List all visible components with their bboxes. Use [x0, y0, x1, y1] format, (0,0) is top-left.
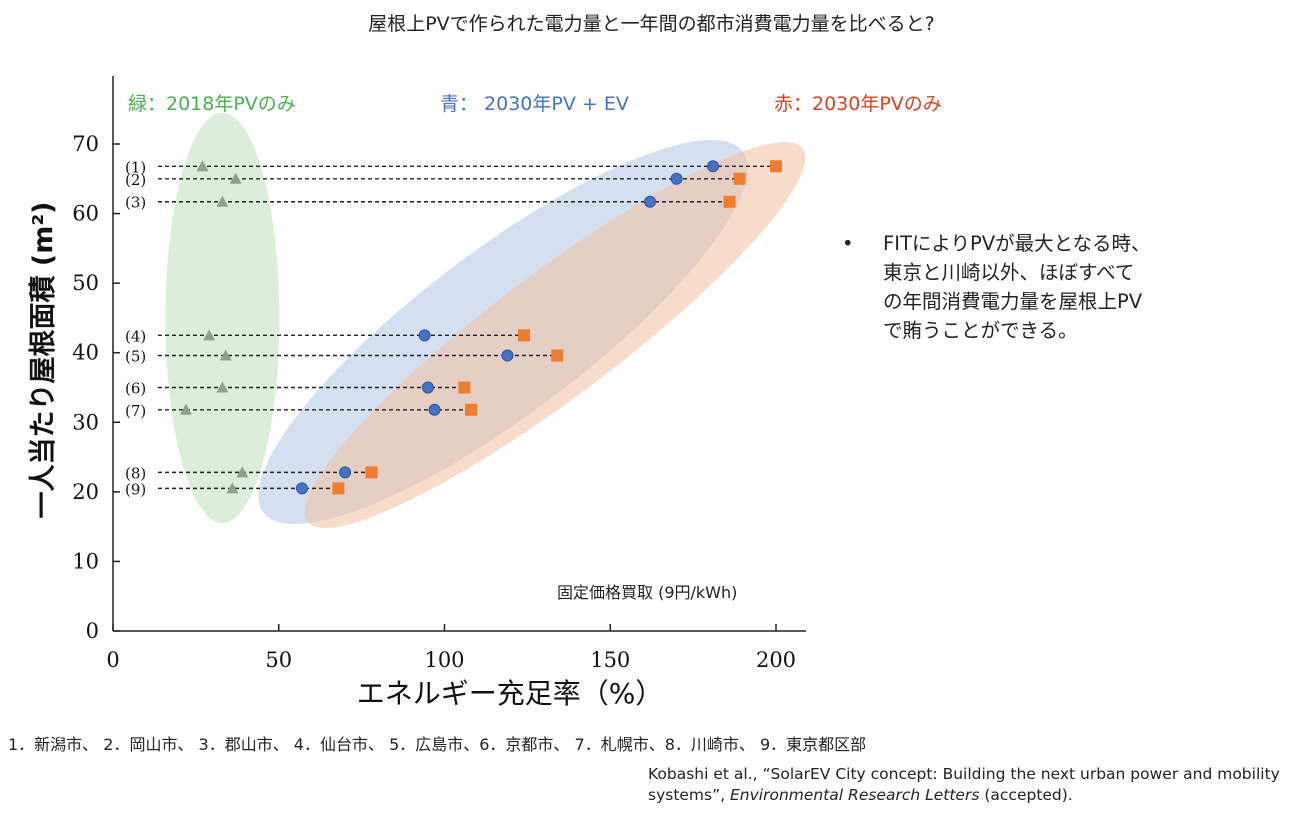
city-tag: (5): [125, 347, 146, 365]
y-tick-label: 20: [72, 480, 99, 504]
blue-circle-point: [428, 403, 441, 416]
red-square-point: [465, 403, 478, 416]
green-triangle-point: [203, 329, 216, 341]
red-square-point: [770, 160, 782, 173]
citation-journal: Environmental Research Letters: [730, 786, 980, 804]
fit-price-annotation: 固定価格買取 (9円/kWh): [557, 583, 737, 602]
green-triangle-point: [196, 160, 209, 172]
city-leader-lines: (1)(2) (3) (4) (5) (6) (7) (8)(9): [125, 158, 772, 498]
x-axis-label: エネルギー充足率（%）: [357, 677, 664, 710]
cluster-ellipses: [165, 112, 806, 529]
blue-circle-point: [707, 160, 720, 173]
citation-authors: Kobashi et al., “SolarEV City concept: B…: [648, 765, 1280, 804]
green-triangle-point: [226, 482, 239, 494]
green-triangle-point: [179, 403, 192, 415]
green-cluster-ellipse: [165, 112, 280, 523]
blue-circle-point: [418, 329, 431, 342]
blue-circle-point: [644, 195, 657, 208]
city-tag: (1): [125, 158, 146, 176]
blue-circle-point: [339, 466, 352, 479]
red-square-point: [518, 329, 531, 342]
page-title: 屋根上PVで作られた電力量と一年間の都市消費電力量を比べると?: [368, 13, 935, 35]
green-triangle-point: [229, 172, 242, 184]
y-tick-label: 40: [72, 341, 99, 365]
data-points: [179, 160, 782, 495]
city-tag: (9): [125, 480, 146, 498]
y-tick-label: 0: [86, 619, 99, 643]
red-square-point: [723, 195, 736, 208]
red-square-point: [332, 482, 345, 495]
blue-circle-point: [421, 381, 434, 394]
y-tick-label: 70: [72, 132, 99, 156]
green-triangle-point: [216, 195, 229, 207]
legend-green: 緑：2018年PVのみ: [128, 93, 296, 115]
city-list: 1．新潟市、 2．岡山市、 3．郡山市、 4．仙台市、 5．広島市、6．京都市、…: [8, 735, 867, 754]
city-tag: (3): [125, 194, 146, 212]
x-tick-label: 100: [424, 648, 464, 672]
y-tick-label: 30: [72, 410, 99, 434]
legend-blue: 青： 2030年PV + EV: [440, 93, 629, 115]
city-tag: (7): [125, 402, 146, 420]
blue-circle-point: [295, 482, 308, 495]
citation: Kobashi et al., “SolarEV City concept: B…: [648, 764, 1288, 806]
green-triangle-point: [219, 349, 232, 361]
red-square-point: [551, 349, 564, 362]
x-tick-label: 200: [756, 648, 796, 672]
chart-axes: 0 10 20 30 40 50 60 70 0 50 100 150 200: [72, 76, 806, 672]
red-square-point: [458, 381, 471, 394]
bullet-text: FITによりPVが最大となる時、東京と川崎以外、ほぼすべての年間消費電力量を屋根…: [883, 232, 1151, 342]
city-tag: (8): [125, 464, 146, 482]
city-tag: (6): [125, 380, 146, 398]
citation-status: (accepted).: [979, 786, 1073, 804]
y-tick-label: 60: [72, 202, 99, 226]
legend-red: 赤：2030年PVのみ: [774, 93, 942, 115]
red-cluster-ellipse: [304, 141, 806, 529]
x-tick-label: 50: [265, 648, 292, 672]
city-tag: (4): [125, 327, 146, 345]
x-tick-label: 0: [106, 648, 119, 672]
y-axis-label: 一人当たり屋根面積 (m²): [28, 201, 59, 518]
green-triangle-point: [236, 466, 249, 478]
x-tick-label: 150: [590, 648, 630, 672]
green-triangle-point: [216, 381, 229, 393]
city-tag: (2): [125, 171, 146, 189]
red-square-point: [733, 172, 746, 185]
bullet-dot: •: [842, 232, 854, 255]
chart-labels: 緑：2018年PVのみ 青： 2030年PV + EV 赤：2030年PVのみ …: [28, 93, 942, 710]
blue-circle-point: [670, 172, 683, 185]
blue-circle-point: [501, 349, 514, 362]
y-tick-label: 50: [72, 271, 99, 295]
y-tick-label: 10: [72, 549, 99, 573]
red-square-point: [365, 466, 378, 479]
